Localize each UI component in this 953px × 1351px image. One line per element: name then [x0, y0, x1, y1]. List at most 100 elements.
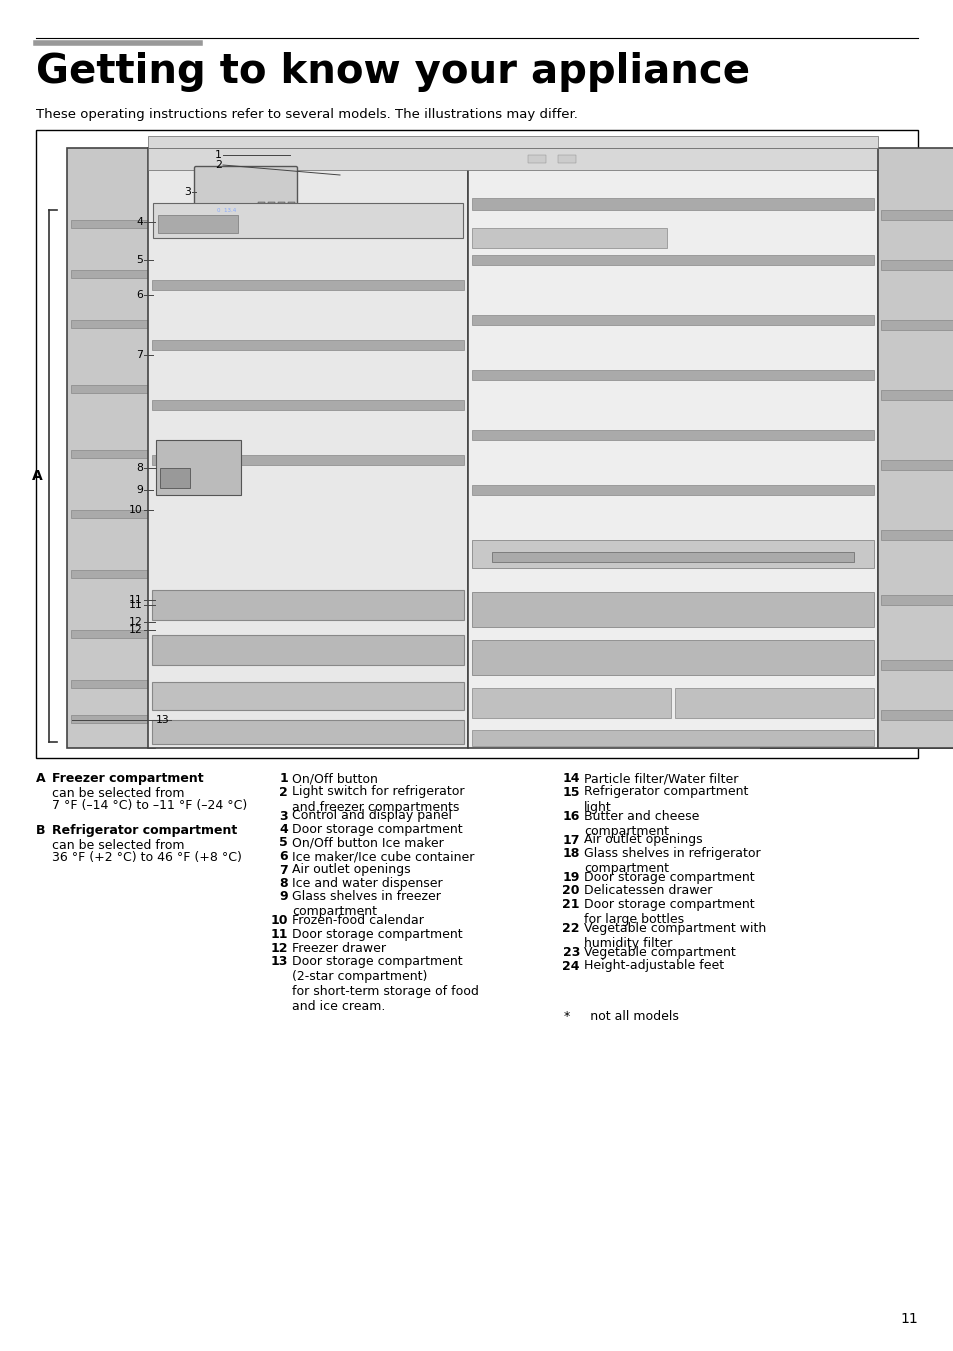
Text: 6: 6 — [136, 290, 143, 300]
Text: Vegetable compartment with
humidity filter: Vegetable compartment with humidity filt… — [583, 921, 765, 950]
Bar — [558, 155, 576, 163]
Bar — [472, 255, 873, 265]
Bar — [156, 440, 241, 494]
Text: 14: 14 — [562, 771, 579, 785]
Bar — [71, 509, 151, 517]
Text: 13: 13 — [156, 715, 170, 725]
Bar — [288, 203, 294, 212]
Text: Particle filter/Water filter: Particle filter/Water filter — [583, 771, 738, 785]
Bar — [492, 553, 853, 562]
Bar — [71, 220, 151, 228]
Text: 23: 23 — [562, 946, 579, 959]
Text: A: A — [31, 469, 42, 484]
Text: 8: 8 — [279, 877, 288, 890]
Text: 16: 16 — [562, 809, 579, 823]
Text: Door storage compartment
(2-star compartment)
for short-term storage of food
and: Door storage compartment (2-star compart… — [292, 955, 478, 1013]
Bar — [71, 630, 151, 638]
Text: 11: 11 — [129, 600, 143, 611]
Text: 10: 10 — [129, 505, 143, 515]
Bar — [71, 270, 151, 278]
Text: 19: 19 — [562, 871, 579, 884]
Bar — [71, 570, 151, 578]
Text: 4: 4 — [136, 218, 143, 227]
Text: 18: 18 — [562, 847, 579, 861]
Bar — [472, 592, 873, 627]
Bar — [880, 209, 953, 220]
Text: 5: 5 — [136, 255, 143, 265]
Text: can be selected from: can be selected from — [52, 839, 184, 852]
Text: Light switch for refrigerator
and freezer compartments: Light switch for refrigerator and freeze… — [292, 785, 464, 813]
Bar — [468, 149, 877, 748]
Text: Refrigerator compartment: Refrigerator compartment — [52, 824, 237, 838]
Text: Door storage compartment
for large bottles: Door storage compartment for large bottl… — [583, 898, 754, 925]
Bar — [472, 430, 873, 440]
Text: Height-adjustable feet: Height-adjustable feet — [583, 959, 723, 973]
Text: A: A — [36, 771, 46, 785]
Bar — [201, 204, 253, 218]
Bar — [158, 215, 237, 232]
Text: 2: 2 — [214, 159, 222, 170]
Bar — [152, 280, 463, 290]
Text: 7: 7 — [279, 863, 288, 877]
Bar — [71, 715, 151, 723]
Text: 3: 3 — [184, 186, 191, 197]
Bar — [880, 459, 953, 470]
Text: Air outlet openings: Air outlet openings — [583, 834, 702, 847]
Bar — [152, 203, 462, 238]
Text: 17: 17 — [562, 834, 579, 847]
Bar — [472, 199, 873, 209]
Text: 8: 8 — [136, 463, 143, 473]
Text: 9: 9 — [279, 890, 288, 904]
Text: 11: 11 — [271, 928, 288, 942]
Text: 12: 12 — [129, 626, 143, 635]
Text: 1: 1 — [214, 150, 222, 159]
Bar — [472, 730, 873, 746]
Text: 4: 4 — [279, 823, 288, 836]
Bar — [877, 149, 953, 748]
Bar — [675, 688, 873, 717]
Text: 10: 10 — [271, 915, 288, 928]
Text: Door storage compartment: Door storage compartment — [292, 928, 462, 942]
Bar — [160, 467, 190, 488]
Text: 21: 21 — [562, 898, 579, 911]
Text: 1: 1 — [279, 771, 288, 785]
Bar — [71, 450, 151, 458]
Text: *     not all models: * not all models — [563, 1011, 679, 1023]
Text: 7: 7 — [136, 350, 143, 359]
Text: On/Off button: On/Off button — [292, 771, 377, 785]
Bar — [472, 315, 873, 326]
Text: Getting to know your appliance: Getting to know your appliance — [36, 51, 749, 92]
Text: Refrigerator compartment
light: Refrigerator compartment light — [583, 785, 747, 813]
Text: Door storage compartment: Door storage compartment — [292, 823, 462, 836]
Bar — [472, 228, 666, 249]
Text: 9: 9 — [136, 485, 143, 494]
Text: 15: 15 — [562, 785, 579, 798]
Text: Control and display panel: Control and display panel — [292, 809, 452, 823]
Text: Glass shelves in freezer
compartment: Glass shelves in freezer compartment — [292, 890, 440, 919]
Text: These operating instructions refer to several models. The illustrations may diff: These operating instructions refer to se… — [36, 108, 578, 122]
Bar — [152, 340, 463, 350]
Bar — [148, 136, 877, 149]
Bar — [71, 320, 151, 328]
Text: Air outlet openings: Air outlet openings — [292, 863, 410, 877]
Text: 2: 2 — [279, 785, 288, 798]
Bar — [880, 390, 953, 400]
Text: 7 °F (–14 °C) to –11 °F (–24 °C): 7 °F (–14 °C) to –11 °F (–24 °C) — [52, 798, 247, 812]
Text: 6: 6 — [279, 850, 288, 863]
Text: 13: 13 — [271, 955, 288, 969]
Bar — [268, 203, 274, 212]
Text: can be selected from: can be selected from — [52, 788, 184, 800]
Text: Vegetable compartment: Vegetable compartment — [583, 946, 735, 959]
Text: Door storage compartment: Door storage compartment — [583, 871, 754, 884]
Text: 11: 11 — [900, 1312, 917, 1325]
Bar — [152, 455, 463, 465]
Bar — [472, 370, 873, 380]
Text: Ice and water dispenser: Ice and water dispenser — [292, 877, 442, 890]
Bar — [880, 320, 953, 330]
Bar — [71, 385, 151, 393]
Text: Butter and cheese
compartment: Butter and cheese compartment — [583, 809, 699, 838]
Text: 24: 24 — [562, 959, 579, 973]
Text: 11: 11 — [129, 594, 143, 605]
Bar — [257, 203, 265, 212]
FancyBboxPatch shape — [194, 166, 297, 212]
